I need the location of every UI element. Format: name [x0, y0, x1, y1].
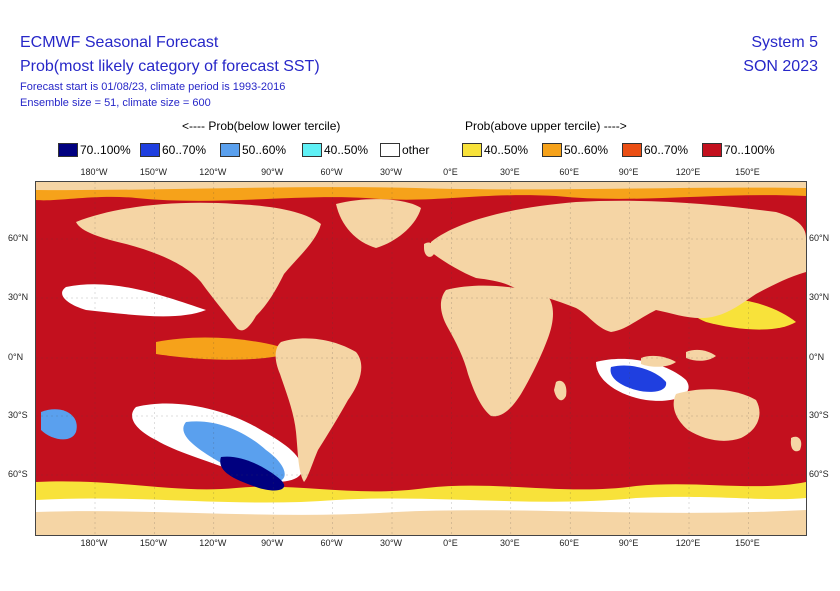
system-label: System 5 [751, 34, 818, 51]
lon-tick-label: 90°W [261, 538, 284, 548]
lat-tick-label: 30°S [809, 410, 829, 420]
legend-item: 40..50% [302, 143, 368, 157]
south-pacific-west-blue [41, 409, 77, 440]
south-america [275, 338, 362, 482]
north-america [76, 202, 321, 331]
legend-item: 40..50% [462, 143, 528, 157]
legend-below-heading: <---- Prob(below lower tercile) [182, 119, 341, 133]
lat-tick-label: 30°S [8, 410, 28, 420]
ensemble-info: Ensemble size = 51, climate size = 600 [20, 97, 211, 109]
lon-tick-label: 90°E [618, 538, 639, 548]
madagascar [554, 380, 567, 401]
legend-label: 60..70% [644, 143, 689, 157]
lon-tick-label: 60°W [320, 538, 343, 548]
lat-tick-label: 0°N [8, 352, 24, 362]
lat-tick-label: 30°N [8, 292, 29, 302]
legend-swatch [302, 143, 322, 157]
lon-tick-label: 30°E [499, 167, 520, 177]
lat-tick-label: 0°N [809, 352, 825, 362]
lon-tick-label: 0°E [443, 538, 458, 548]
map-panel [35, 181, 807, 536]
legend-swatch [702, 143, 722, 157]
greenland [336, 199, 421, 248]
legend-label: 60..70% [162, 143, 207, 157]
lon-tick-label: 120°E [675, 538, 701, 548]
legend-swatch [380, 143, 400, 157]
south-pacific-dark-blue [220, 456, 285, 491]
legend-label: 50..60% [242, 143, 287, 157]
lon-tick-label: 180°W [80, 538, 108, 548]
legend-item: other [380, 143, 429, 157]
lat-tick-label: 60°S [8, 469, 28, 479]
lat-tick-label: 60°N [809, 233, 830, 243]
lon-tick-label: 150°E [735, 538, 760, 548]
lon-tick-label: 120°W [199, 167, 227, 177]
africa [440, 285, 553, 417]
page-subtitle: Prob(most likely category of forecast SS… [20, 58, 320, 75]
lon-tick-label: 180°W [80, 167, 108, 177]
arctic-land-strip [36, 182, 806, 191]
legend-item: 50..60% [542, 143, 608, 157]
eurasia [431, 200, 806, 332]
legend-label: 40..50% [324, 143, 369, 157]
legend-label: 40..50% [484, 143, 529, 157]
lon-tick-label: 60°E [559, 167, 579, 177]
legend-swatch [542, 143, 562, 157]
legend-item: 70..100% [702, 143, 775, 157]
lon-tick-label: 150°W [139, 167, 167, 177]
page-title: ECMWF Seasonal Forecast [20, 34, 219, 51]
new-zealand [790, 436, 802, 452]
legend-label: 70..100% [724, 143, 775, 157]
lon-tick-label: 90°W [261, 167, 284, 177]
legend-item: 60..70% [140, 143, 206, 157]
british-isles [424, 242, 435, 257]
lat-tick-label: 60°S [809, 469, 829, 479]
legend-label: 50..60% [564, 143, 609, 157]
legend-swatch [462, 143, 482, 157]
australia [673, 389, 760, 441]
lon-tick-label: 150°W [139, 538, 167, 548]
indian-ocean-blue [610, 365, 667, 392]
indonesia-islands [641, 355, 676, 367]
lon-tick-label: 0°E [443, 167, 458, 177]
japan [736, 270, 750, 289]
lat-tick-label: 60°N [8, 233, 29, 243]
lon-tick-label: 120°E [675, 167, 701, 177]
legend-item: 70..100% [58, 143, 131, 157]
north-pacific-neutral [62, 284, 206, 317]
lon-tick-label: 30°W [379, 167, 403, 177]
legend-swatch [220, 143, 240, 157]
lon-tick-label: 150°E [735, 167, 760, 177]
legend-item: 50..60% [220, 143, 286, 157]
graticule [36, 182, 806, 535]
sst-probability-map [36, 182, 806, 535]
antarctica [36, 510, 806, 535]
season-label: SON 2023 [743, 58, 818, 75]
lon-tick-label: 30°W [379, 538, 403, 548]
lon-tick-label: 30°E [499, 538, 520, 548]
lon-tick-label: 120°W [199, 538, 227, 548]
lat-tick-label: 30°N [809, 292, 830, 302]
legend-label: 70..100% [80, 143, 131, 157]
legend-above-heading: Prob(above upper tercile) ----> [465, 119, 627, 133]
legend-item: 60..70% [622, 143, 688, 157]
legend-swatch [58, 143, 78, 157]
lon-tick-label: 60°W [320, 167, 343, 177]
legend-swatch [622, 143, 642, 157]
legend-swatch [140, 143, 160, 157]
new-guinea [686, 349, 716, 361]
legend: 70..100% 60..70% 50..60% 40..50% other 40..50… [58, 143, 818, 159]
east-pacific-orange [156, 337, 296, 360]
lon-tick-label: 90°E [618, 167, 639, 177]
lon-tick-label: 60°E [559, 538, 579, 548]
forecast-info: Forecast start is 01/08/23, climate peri… [20, 81, 286, 93]
legend-label: other [402, 143, 430, 157]
